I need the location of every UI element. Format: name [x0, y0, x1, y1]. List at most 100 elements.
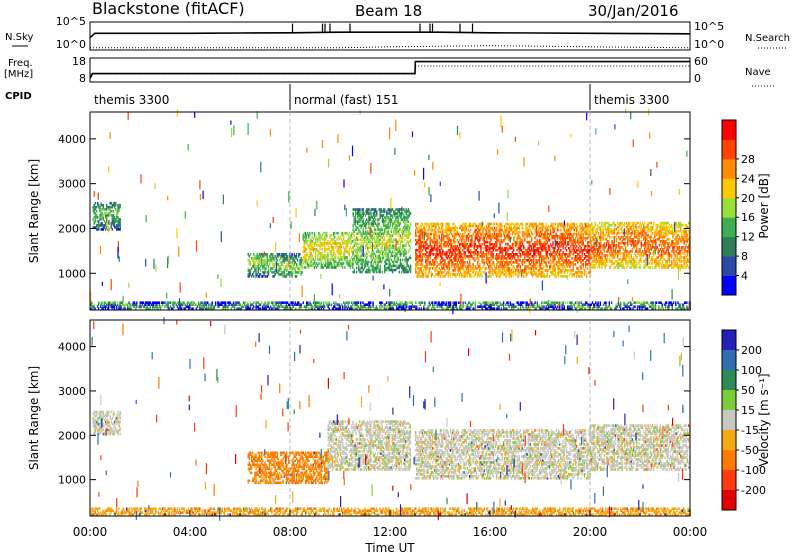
echo-cell [376, 210, 377, 213]
echo-cell [371, 212, 372, 215]
echo-cell [422, 229, 423, 232]
noise-tick-right-top: 10^5 [694, 20, 724, 33]
echo-cell [253, 271, 254, 274]
echo-cell [430, 237, 431, 240]
echo-cell [272, 267, 273, 270]
echo-cell [404, 216, 405, 219]
echo-cell [354, 208, 355, 211]
echo-cell [322, 264, 323, 267]
echo-cell [439, 249, 440, 252]
echo-cell [366, 226, 367, 229]
echo-cell [382, 228, 383, 231]
echo-cell [462, 275, 463, 278]
echo-cell [439, 241, 440, 244]
echo-cell [368, 261, 369, 264]
echo-cell [546, 247, 547, 250]
echo-cell [515, 223, 516, 226]
echo-cell [404, 249, 405, 252]
echo-cell [426, 251, 427, 254]
echo-cell [404, 222, 405, 225]
echo-cell [493, 273, 494, 276]
echo-cell [453, 249, 454, 252]
echo-cell [614, 228, 615, 231]
echo-cell [351, 232, 352, 235]
echo-cell [453, 223, 454, 226]
echo-cell [373, 208, 374, 211]
echo-cell [354, 249, 355, 252]
echo-cell [623, 248, 624, 251]
echo-cell [430, 233, 431, 236]
echo-cell [609, 252, 610, 255]
echo-cell [422, 249, 423, 252]
echo-cell [582, 271, 583, 274]
echo-cell [272, 275, 273, 278]
echo-cell [555, 247, 556, 250]
echo-cell [629, 222, 630, 225]
echo-cell [574, 233, 575, 236]
echo-cell [551, 261, 552, 264]
echo-cell [485, 267, 486, 270]
echo-cell [533, 243, 534, 246]
freq-tick-left-top: 18 [72, 55, 86, 68]
echo-cell [637, 222, 638, 225]
echo-cell [608, 240, 609, 243]
echo-cell [556, 233, 557, 236]
echo-cell [409, 257, 410, 260]
echo-cell [578, 247, 579, 250]
echo-cell [363, 208, 364, 211]
echo-cell [654, 266, 655, 269]
echo-cell [313, 258, 314, 261]
echo-cell [528, 271, 529, 274]
echo-cell [295, 275, 296, 278]
echo-cell [535, 271, 536, 274]
echo-cell [352, 258, 353, 261]
echo-cell [598, 232, 599, 235]
echo-cell [511, 259, 512, 262]
echo-cell [522, 223, 523, 226]
echo-cell [599, 222, 600, 225]
echo-cell [98, 220, 99, 223]
echo-cell [535, 255, 536, 258]
echo-cell [369, 269, 370, 272]
echo-cell [476, 249, 477, 252]
echo-cell [547, 269, 548, 272]
echo-cell [510, 233, 511, 236]
echo-cell [384, 236, 385, 239]
echo-cell [400, 240, 401, 243]
station-title: Blackstone (fitACF) [92, 0, 245, 18]
echo-cell [471, 267, 472, 270]
echo-cell [386, 230, 387, 233]
echo-cell [465, 261, 466, 264]
echo-cell [462, 223, 463, 226]
echo-cell [540, 239, 541, 242]
echo-cell [493, 253, 494, 256]
echo-cell [560, 245, 561, 248]
echo-cell [641, 230, 642, 233]
echo-cell [416, 249, 417, 252]
echo-cell [618, 224, 619, 227]
echo-cell [529, 241, 530, 244]
echo-cell [583, 227, 584, 230]
echo-cell [571, 257, 572, 260]
echo-cell [358, 228, 359, 231]
echo-cell [341, 262, 342, 265]
echo-cell [395, 261, 396, 264]
freq-series-group [90, 62, 690, 79]
echo-cell [382, 236, 383, 239]
echo-cell [304, 232, 305, 235]
echo-cell [480, 267, 481, 270]
echo-cell [286, 263, 287, 266]
echo-cell [462, 243, 463, 246]
echo-cell [652, 266, 653, 269]
echo-cell [304, 236, 305, 239]
echo-cell [416, 227, 417, 230]
echo-cell [304, 254, 305, 257]
echo-cell [400, 220, 401, 223]
echo-cell [497, 255, 498, 258]
echo-cell [574, 273, 575, 276]
echo-cell [398, 257, 399, 260]
echo-cell [386, 263, 387, 266]
echo-cell [378, 222, 379, 225]
echo-cell [439, 263, 440, 266]
echo-cell [402, 240, 403, 243]
